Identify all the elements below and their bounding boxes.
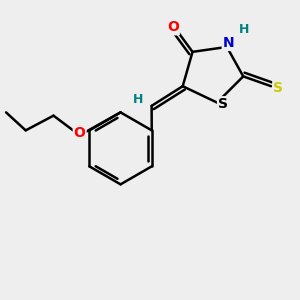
Text: S: S: [218, 97, 228, 111]
Text: H: H: [133, 93, 143, 106]
Text: O: O: [167, 20, 179, 34]
Text: N: N: [223, 36, 234, 50]
Text: O: O: [74, 126, 85, 140]
Text: H: H: [239, 23, 249, 36]
Text: S: S: [273, 81, 283, 95]
